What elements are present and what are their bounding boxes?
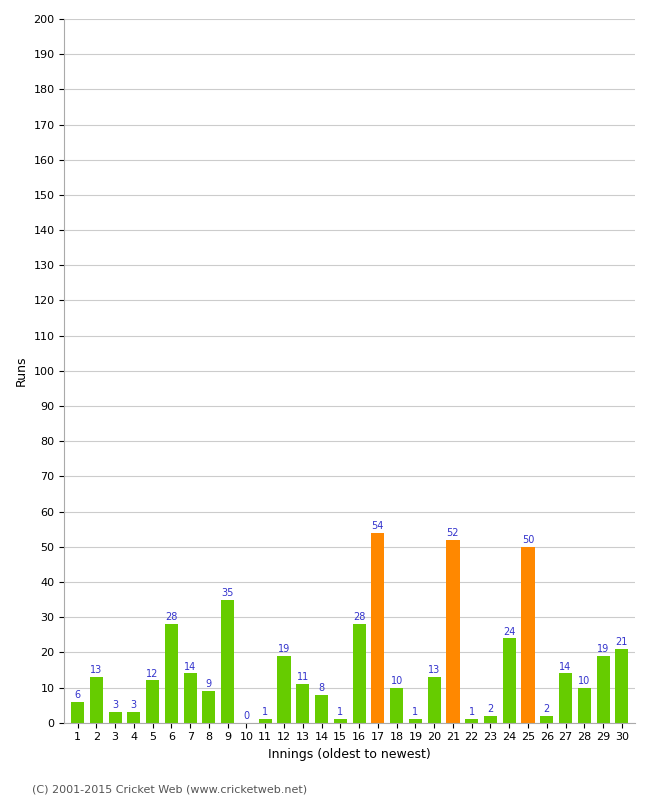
Text: 28: 28	[165, 613, 177, 622]
Bar	[465, 719, 478, 722]
Bar	[221, 599, 234, 722]
Bar	[597, 656, 610, 722]
Text: 2: 2	[488, 704, 493, 714]
Bar	[616, 649, 629, 722]
Bar	[371, 533, 384, 722]
Text: 2: 2	[543, 704, 550, 714]
Text: 28: 28	[353, 613, 365, 622]
Text: (C) 2001-2015 Cricket Web (www.cricketweb.net): (C) 2001-2015 Cricket Web (www.cricketwe…	[32, 784, 307, 794]
Bar	[146, 681, 159, 722]
Bar	[296, 684, 309, 722]
Text: 13: 13	[428, 666, 440, 675]
Bar	[428, 677, 441, 722]
Text: 14: 14	[560, 662, 572, 672]
Text: 8: 8	[318, 683, 324, 693]
Bar	[202, 691, 216, 722]
Text: 9: 9	[206, 679, 212, 690]
Text: 12: 12	[146, 669, 159, 678]
Text: 10: 10	[391, 676, 403, 686]
Bar	[352, 624, 366, 722]
Bar	[409, 719, 422, 722]
Bar	[183, 674, 197, 722]
Text: 3: 3	[112, 701, 118, 710]
Bar	[165, 624, 178, 722]
Bar	[521, 546, 534, 722]
Bar	[127, 712, 140, 722]
Text: 1: 1	[262, 707, 268, 718]
Bar	[502, 638, 516, 722]
Text: 21: 21	[616, 637, 628, 647]
Text: 6: 6	[75, 690, 81, 700]
Text: 24: 24	[503, 626, 515, 637]
Text: 19: 19	[597, 644, 609, 654]
Text: 1: 1	[469, 707, 474, 718]
Bar	[109, 712, 122, 722]
Bar	[90, 677, 103, 722]
Bar	[447, 540, 460, 722]
Text: 54: 54	[372, 521, 384, 531]
Bar	[540, 716, 553, 722]
Text: 3: 3	[131, 701, 137, 710]
Text: 35: 35	[222, 588, 234, 598]
Text: 14: 14	[184, 662, 196, 672]
Text: 0: 0	[243, 711, 250, 721]
Text: 10: 10	[578, 676, 590, 686]
Bar	[71, 702, 84, 722]
Bar	[559, 674, 572, 722]
Text: 52: 52	[447, 528, 459, 538]
Bar	[315, 694, 328, 722]
X-axis label: Innings (oldest to newest): Innings (oldest to newest)	[268, 748, 431, 761]
Bar	[390, 687, 403, 722]
Bar	[484, 716, 497, 722]
Text: 50: 50	[522, 535, 534, 545]
Text: 11: 11	[296, 672, 309, 682]
Text: 1: 1	[412, 707, 419, 718]
Text: 13: 13	[90, 666, 103, 675]
Bar	[333, 719, 347, 722]
Bar	[278, 656, 291, 722]
Y-axis label: Runs: Runs	[15, 356, 28, 386]
Text: 19: 19	[278, 644, 290, 654]
Bar	[259, 719, 272, 722]
Text: 1: 1	[337, 707, 343, 718]
Bar	[578, 687, 591, 722]
